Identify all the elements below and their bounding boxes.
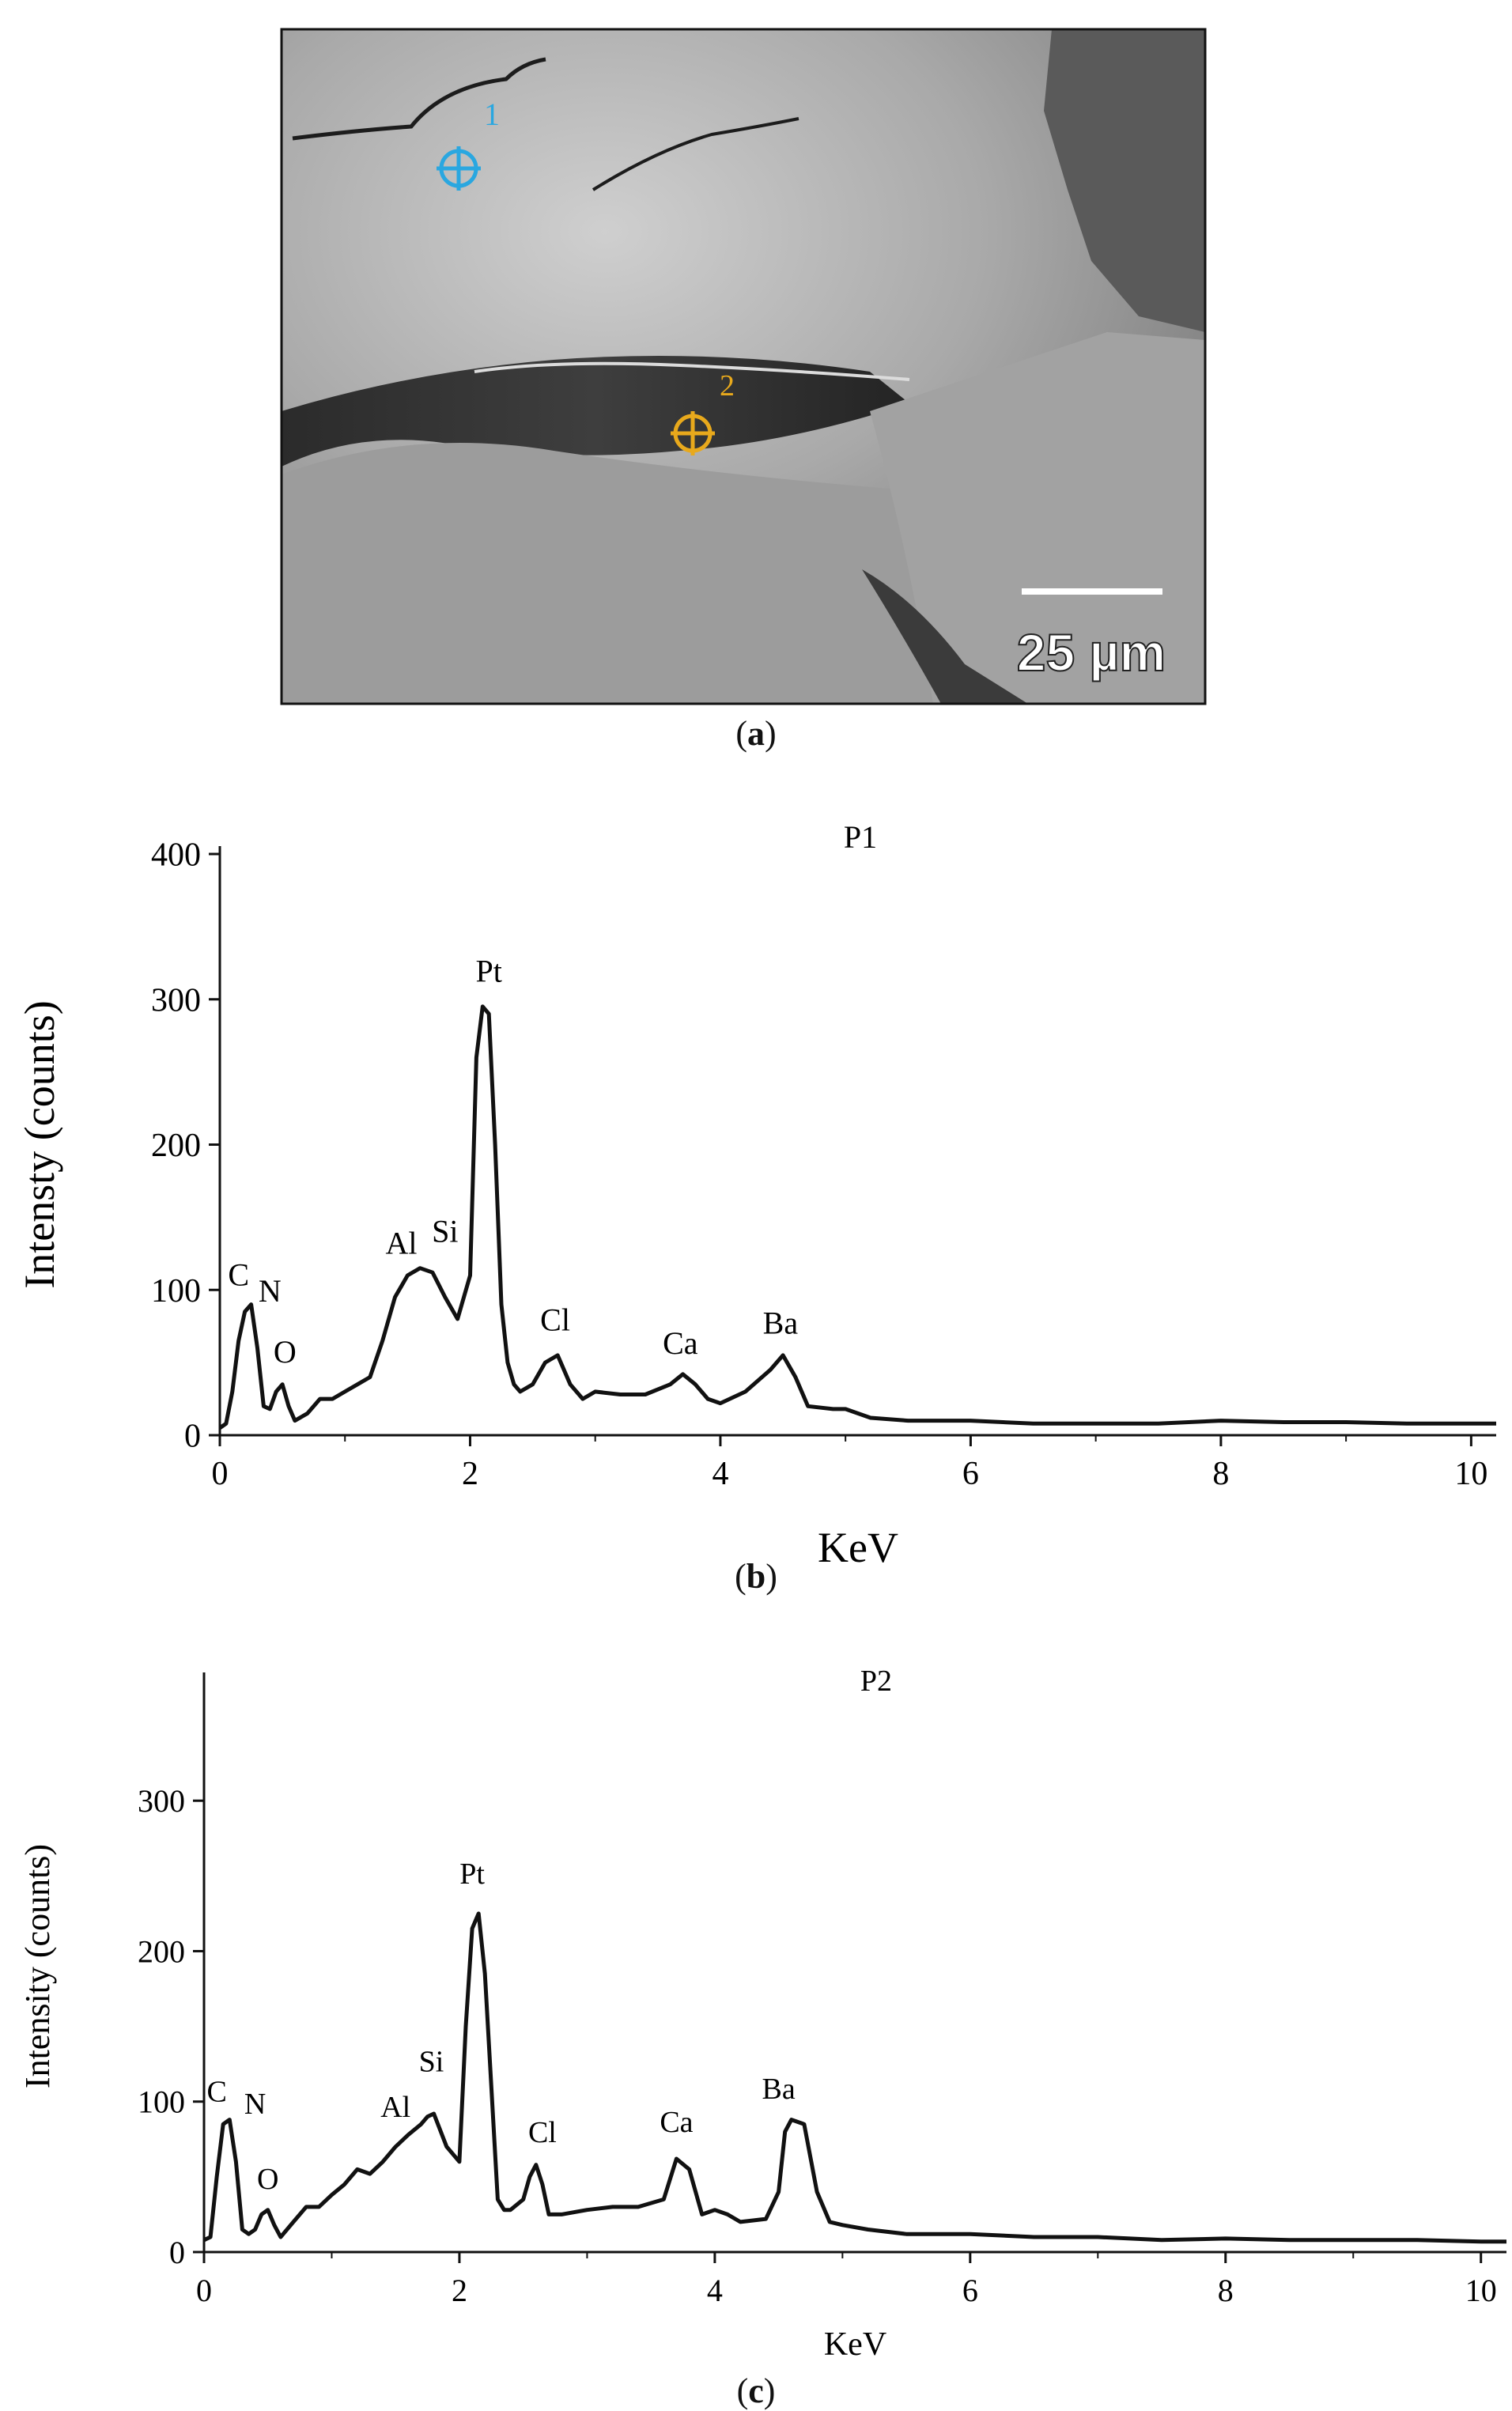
peak-label-ba: Ba — [763, 1305, 799, 1340]
panel-b: 0 2 4 6 8 10 0 100 200 300 400 P1 KeV Intensty (count… — [0, 759, 1512, 1605]
point-1-label: 1 — [484, 96, 500, 132]
x-tick-label: 8 — [1212, 1456, 1229, 1492]
y-tick-label: 100 — [151, 1273, 201, 1309]
peak-label-pt: Pt — [476, 954, 502, 989]
caption-a: (a) — [735, 714, 777, 753]
x-tick-label: 6 — [962, 1456, 979, 1492]
peak-label-o: O — [257, 2163, 278, 2196]
y-tick-label: 100 — [138, 2084, 185, 2120]
y-tick-label: 0 — [169, 2235, 185, 2270]
y-tick-label: 200 — [138, 1933, 185, 1969]
x-tick-label: 10 — [1465, 2273, 1497, 2308]
peak-label-al: Al — [380, 2091, 410, 2124]
y-axis-label: Intensty (counts) — [16, 1000, 63, 1288]
peak-label-cl: Cl — [540, 1302, 570, 1338]
chart-title: P1 — [844, 819, 877, 855]
caption-c-letter: c — [748, 2371, 764, 2410]
x-axis-label: KeV — [824, 2326, 886, 2363]
caption-b: (b) — [735, 1557, 777, 1596]
x-tick-label: 10 — [1454, 1456, 1487, 1492]
x-axis-label: KeV — [818, 1524, 898, 1566]
peak-label-c: C — [228, 1257, 249, 1293]
peak-label-ca: Ca — [660, 2106, 693, 2139]
x-tick-label: 2 — [462, 1456, 478, 1492]
spectrum-line — [218, 1004, 1496, 1430]
chart-title: P2 — [860, 1665, 892, 1698]
x-tick-label: 0 — [212, 1456, 229, 1492]
panel-a: 1 2 25 µm (a) — [0, 0, 1512, 759]
sem-micrograph: 1 2 25 µm — [280, 28, 1207, 705]
x-tick-label: 6 — [962, 2273, 978, 2308]
caption-b-letter: b — [746, 1557, 766, 1596]
peak-label-ba: Ba — [762, 2073, 796, 2106]
peak-label-c: C — [206, 2076, 226, 2109]
point-2-label: 2 — [720, 369, 735, 402]
caption-c: (c) — [736, 2371, 776, 2410]
y-tick-label: 0 — [184, 1419, 201, 1455]
scale-bar-label: 25 µm — [1017, 623, 1166, 682]
peak-label-si: Si — [432, 1214, 458, 1249]
scale-bar: 25 µm — [1016, 588, 1166, 682]
y-tick-label: 300 — [138, 1783, 185, 1819]
x-tick-label: 4 — [712, 1456, 728, 1492]
peak-label-pt: Pt — [459, 1857, 485, 1891]
y-tick-label: 200 — [151, 1128, 201, 1164]
spectrum-line — [202, 1911, 1506, 2244]
peak-label-cl: Cl — [528, 2116, 557, 2149]
peak-label-o: O — [274, 1334, 297, 1370]
x-tick-label: 4 — [707, 2273, 723, 2308]
point-2-marker: 2 — [671, 369, 735, 455]
x-tick-label: 0 — [196, 2273, 212, 2308]
point-1-marker: 1 — [437, 96, 500, 191]
peak-label-n: N — [259, 1273, 282, 1309]
x-tick-label: 2 — [452, 2273, 467, 2308]
peak-label-n: N — [244, 2088, 266, 2121]
panel-c: 0 2 4 6 8 10 0 100 200 300 P2 KeV Intensity (counts)… — [0, 1605, 1512, 2410]
peak-label-ca: Ca — [663, 1325, 698, 1361]
y-tick-label: 300 — [151, 982, 201, 1018]
x-tick-label: 8 — [1218, 2273, 1234, 2308]
y-axis-label: Intensity (counts) — [18, 1844, 57, 2088]
peak-label-al: Al — [385, 1225, 417, 1260]
y-tick-label: 400 — [151, 837, 201, 874]
caption-a-letter: a — [747, 714, 765, 753]
sem-image-svg: 1 2 25 µm — [280, 28, 1207, 705]
peak-label-si: Si — [419, 2046, 444, 2079]
